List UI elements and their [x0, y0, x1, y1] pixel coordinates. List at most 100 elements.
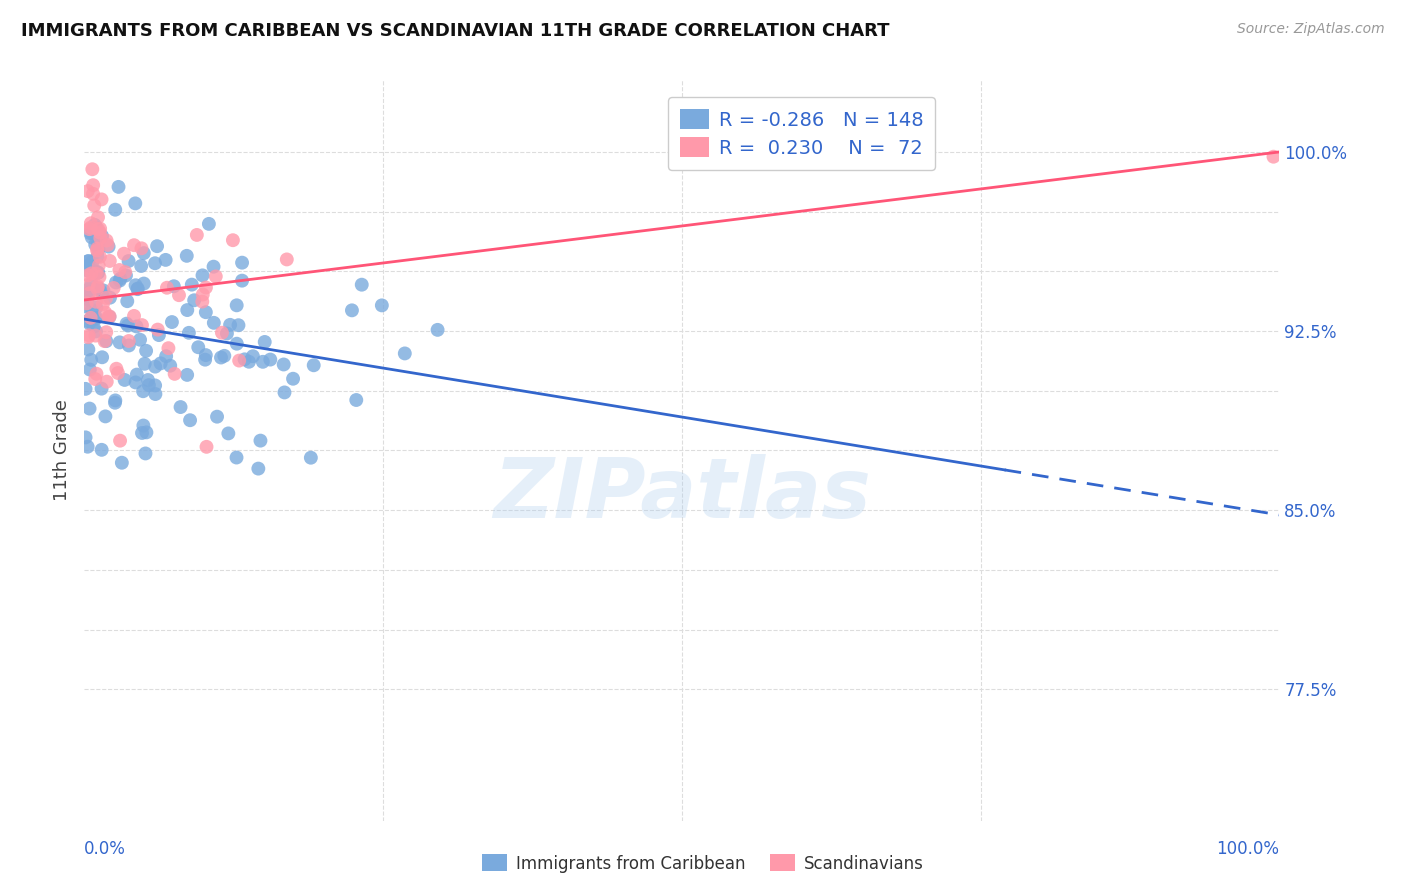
Point — [211, 326, 233, 340]
Point — [105, 361, 128, 376]
Point — [82, 254, 104, 268]
Point — [97, 239, 120, 253]
Point — [129, 333, 152, 347]
Point — [87, 242, 110, 256]
Point — [87, 222, 110, 236]
Point — [89, 226, 111, 240]
Point — [225, 298, 247, 312]
Point — [75, 430, 97, 444]
Point — [84, 301, 107, 315]
Point — [132, 384, 155, 399]
Point — [84, 372, 107, 386]
Point — [82, 226, 104, 240]
Point — [129, 259, 152, 273]
Point — [87, 266, 110, 280]
Point — [247, 461, 270, 475]
Point — [91, 351, 114, 365]
Point — [132, 418, 155, 433]
Point — [108, 335, 131, 350]
Point — [186, 227, 208, 242]
Point — [273, 385, 295, 400]
Point — [94, 409, 117, 424]
Point — [160, 315, 183, 329]
Point — [80, 352, 103, 367]
Point — [93, 284, 115, 298]
Point — [138, 378, 160, 392]
Point — [96, 334, 118, 348]
Point — [91, 229, 114, 244]
Point — [98, 254, 121, 268]
Text: Source: ZipAtlas.com: Source: ZipAtlas.com — [1237, 22, 1385, 37]
Point — [79, 286, 101, 301]
Point — [125, 368, 148, 382]
Point — [118, 334, 141, 348]
Point — [76, 314, 98, 328]
Point — [80, 311, 103, 326]
Point — [155, 252, 177, 267]
Point — [77, 328, 100, 343]
Point — [249, 434, 271, 448]
Point — [89, 231, 111, 245]
Point — [117, 318, 139, 333]
Point — [350, 277, 373, 292]
Point — [112, 246, 135, 260]
Point — [80, 310, 103, 325]
Point — [108, 434, 131, 448]
Point — [187, 340, 209, 354]
Point — [253, 334, 276, 349]
Point — [149, 356, 172, 370]
Point — [75, 289, 97, 303]
Point — [233, 352, 256, 367]
Point — [177, 326, 200, 340]
Point — [75, 300, 97, 314]
Point — [98, 310, 121, 324]
Point — [194, 305, 217, 319]
Point — [135, 425, 157, 440]
Point — [84, 294, 107, 309]
Point — [228, 353, 250, 368]
Point — [79, 222, 101, 236]
Point — [228, 318, 250, 333]
Point — [114, 265, 136, 279]
Point — [94, 305, 117, 319]
Point — [194, 280, 217, 294]
Point — [79, 220, 101, 235]
Point — [276, 252, 298, 267]
Point — [179, 413, 201, 427]
Point — [195, 440, 218, 454]
Point — [204, 269, 226, 284]
Point — [90, 193, 112, 207]
Point — [163, 279, 186, 293]
Point — [80, 230, 103, 244]
Point — [217, 426, 239, 441]
Point — [82, 162, 104, 177]
Point — [108, 263, 131, 277]
Point — [83, 198, 105, 212]
Point — [87, 236, 110, 251]
Point — [273, 358, 295, 372]
Text: ZIPatlas: ZIPatlas — [494, 454, 870, 535]
Point — [84, 311, 107, 326]
Point — [131, 241, 153, 255]
Point — [84, 264, 107, 278]
Point — [89, 283, 111, 297]
Point — [394, 346, 416, 360]
Point — [191, 268, 214, 283]
Point — [93, 334, 115, 348]
Point — [209, 351, 232, 365]
Point — [219, 318, 242, 332]
Point — [86, 242, 108, 256]
Point — [87, 259, 110, 273]
Point — [371, 298, 394, 312]
Point — [75, 382, 97, 396]
Legend: R = -0.286   N = 148, R =  0.230    N =  72: R = -0.286 N = 148, R = 0.230 N = 72 — [668, 97, 935, 169]
Point — [132, 277, 155, 291]
Point — [176, 368, 198, 382]
Point — [124, 196, 146, 211]
Point — [117, 294, 139, 309]
Point — [136, 373, 159, 387]
Point — [215, 326, 238, 341]
Point — [111, 456, 134, 470]
Point — [104, 276, 127, 290]
Point — [86, 367, 108, 381]
